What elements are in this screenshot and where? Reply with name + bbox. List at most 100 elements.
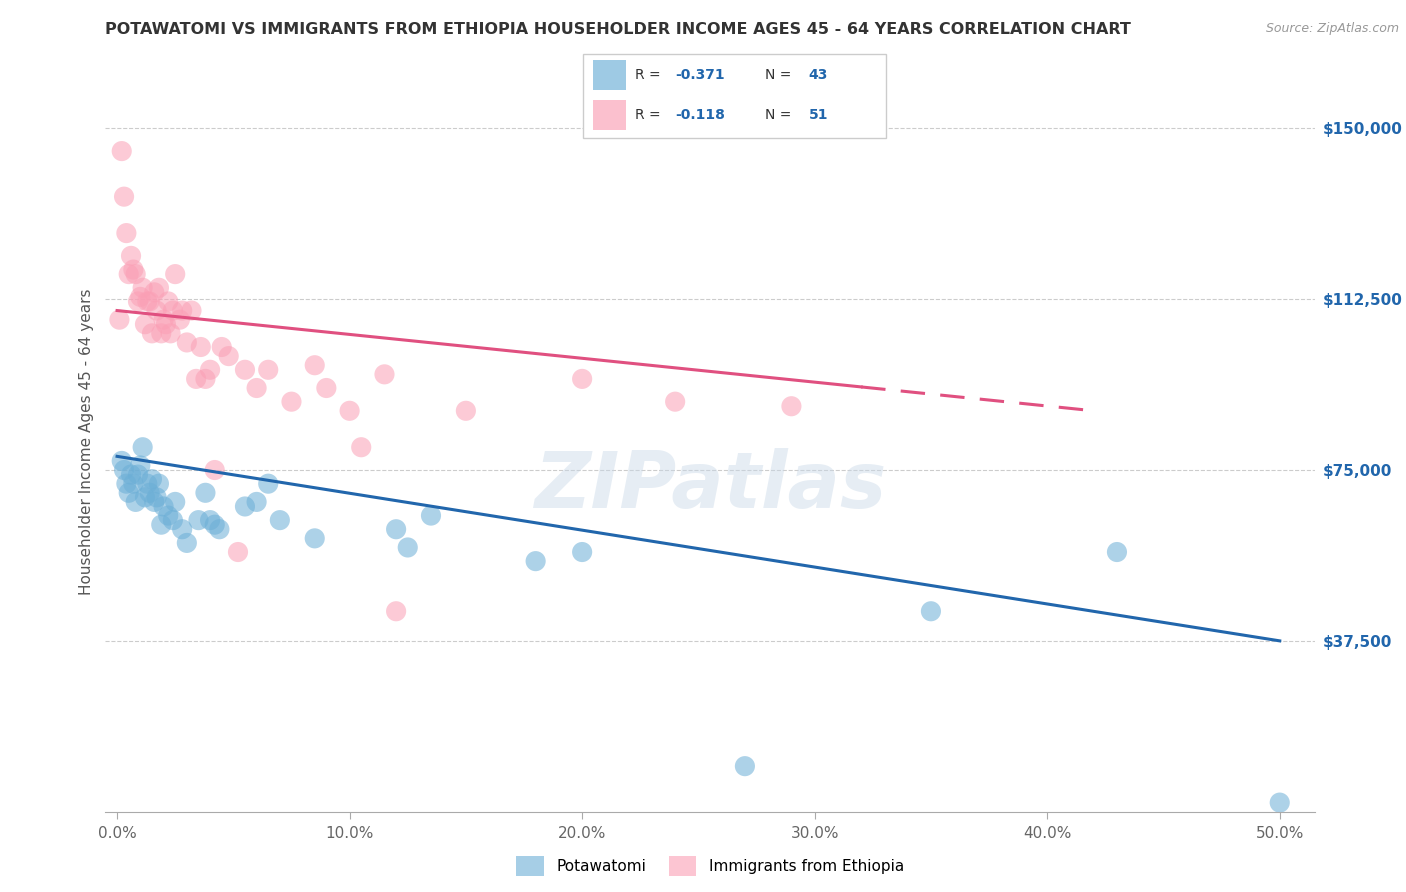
Point xyxy=(246,381,269,395)
Point xyxy=(115,476,138,491)
Point xyxy=(190,340,212,354)
Point xyxy=(165,495,187,509)
Point xyxy=(115,226,138,240)
Point xyxy=(127,467,149,482)
Point xyxy=(148,476,170,491)
Point xyxy=(131,440,153,454)
Point xyxy=(226,545,249,559)
Point xyxy=(198,513,221,527)
Text: ZIPatlas: ZIPatlas xyxy=(534,448,886,524)
Point xyxy=(208,522,231,536)
Point xyxy=(186,372,208,386)
Point xyxy=(145,491,167,505)
Point xyxy=(157,508,180,523)
Point xyxy=(187,513,209,527)
Point xyxy=(172,303,194,318)
Point xyxy=(159,326,181,341)
Point xyxy=(176,335,198,350)
Point xyxy=(280,394,302,409)
Point xyxy=(165,267,187,281)
Point xyxy=(780,399,803,413)
Point xyxy=(155,317,177,331)
Point xyxy=(920,604,942,618)
Point xyxy=(734,759,756,773)
Point xyxy=(125,495,148,509)
Point xyxy=(157,294,180,309)
Point xyxy=(125,267,148,281)
Point xyxy=(120,467,142,482)
Point xyxy=(108,312,131,326)
Text: N =: N = xyxy=(765,108,796,122)
Point xyxy=(454,404,477,418)
Point xyxy=(204,463,226,477)
Point xyxy=(198,363,221,377)
Point xyxy=(269,513,291,527)
Point xyxy=(138,294,160,309)
Text: 43: 43 xyxy=(808,68,828,82)
Point xyxy=(233,500,256,514)
Point xyxy=(571,545,593,559)
Point xyxy=(257,476,280,491)
Point xyxy=(194,485,217,500)
Y-axis label: Householder Income Ages 45 - 64 years: Householder Income Ages 45 - 64 years xyxy=(79,288,94,595)
Point xyxy=(176,536,198,550)
Point xyxy=(233,363,256,377)
Text: POTAWATOMI VS IMMIGRANTS FROM ETHIOPIA HOUSEHOLDER INCOME AGES 45 - 64 YEARS COR: POTAWATOMI VS IMMIGRANTS FROM ETHIOPIA H… xyxy=(105,22,1132,37)
Point xyxy=(136,294,159,309)
FancyBboxPatch shape xyxy=(583,54,886,138)
Point xyxy=(350,440,373,454)
Point xyxy=(194,372,217,386)
Point xyxy=(664,394,686,409)
Point xyxy=(145,303,167,318)
FancyBboxPatch shape xyxy=(592,100,626,130)
Point xyxy=(304,532,326,546)
Point xyxy=(152,500,174,514)
Point xyxy=(571,372,593,386)
Point xyxy=(136,476,159,491)
Text: Source: ZipAtlas.com: Source: ZipAtlas.com xyxy=(1265,22,1399,36)
Point xyxy=(129,458,152,473)
Point xyxy=(122,476,145,491)
Point xyxy=(385,604,408,618)
FancyBboxPatch shape xyxy=(592,61,626,90)
Point xyxy=(385,522,408,536)
Point xyxy=(129,290,152,304)
Point xyxy=(373,368,395,382)
Point xyxy=(141,326,163,341)
Point xyxy=(131,281,153,295)
Point xyxy=(150,517,173,532)
Text: R =: R = xyxy=(636,68,665,82)
Point xyxy=(112,463,135,477)
Point xyxy=(134,317,156,331)
Point xyxy=(152,312,174,326)
Point xyxy=(1105,545,1128,559)
Point xyxy=(396,541,419,555)
Point xyxy=(246,495,269,509)
Legend: Potawatomi, Immigrants from Ethiopia: Potawatomi, Immigrants from Ethiopia xyxy=(510,850,910,882)
Point xyxy=(134,491,156,505)
Point xyxy=(524,554,547,568)
Point xyxy=(218,349,240,363)
Text: R =: R = xyxy=(636,108,665,122)
Point xyxy=(138,485,160,500)
Point xyxy=(111,454,134,468)
Point xyxy=(118,267,141,281)
Point xyxy=(204,517,226,532)
Point xyxy=(112,189,135,203)
Point xyxy=(118,485,141,500)
Point xyxy=(180,303,202,318)
Point xyxy=(211,340,233,354)
Point xyxy=(257,363,280,377)
Point xyxy=(162,303,184,318)
Point xyxy=(122,262,145,277)
Point xyxy=(420,508,443,523)
Point xyxy=(148,281,170,295)
Point xyxy=(304,358,326,372)
Text: N =: N = xyxy=(765,68,796,82)
Point xyxy=(315,381,337,395)
Point xyxy=(143,495,166,509)
Point xyxy=(162,513,184,527)
Text: -0.371: -0.371 xyxy=(676,68,725,82)
Point xyxy=(339,404,361,418)
Point xyxy=(120,249,142,263)
